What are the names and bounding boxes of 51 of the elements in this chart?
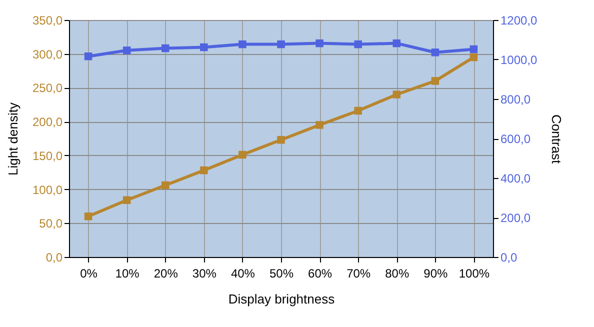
point: [392, 39, 401, 48]
point: [161, 44, 170, 52]
point: [277, 40, 285, 48]
point: [392, 90, 401, 98]
x-axis-title: Display brightness: [228, 292, 336, 306]
y2-tick-label: 0,0: [500, 250, 518, 264]
point: [431, 48, 440, 56]
y-tick-label: 200,0: [32, 115, 63, 130]
y-axis-title: Light density: [5, 102, 20, 176]
y-tick-label: 150,0: [32, 148, 63, 163]
y2-tick-label: 1200,0: [500, 14, 538, 28]
point: [354, 40, 362, 48]
point: [431, 77, 440, 85]
x-tick-label: 10%: [115, 266, 140, 280]
point: [84, 52, 92, 60]
point: [200, 43, 208, 52]
x-tick-label: 50%: [269, 266, 294, 280]
y2-tick-label: 1000,0: [500, 53, 538, 67]
y2-tick-label: 200,0: [500, 211, 531, 225]
y2-axis-title: Contrast: [549, 114, 564, 164]
x-tick-label: 0%: [80, 266, 98, 280]
point: [200, 166, 208, 174]
point: [354, 106, 362, 115]
y-tick-label: 350,0: [32, 14, 63, 28]
y-tick-label: 300,0: [32, 47, 63, 62]
x-tick-label: 100%: [458, 266, 490, 280]
y-tick-label: 100,0: [32, 182, 63, 197]
point: [277, 136, 285, 144]
y2-tick-label: 800,0: [500, 92, 531, 106]
x-tick-label: 30%: [192, 266, 217, 280]
x-tick-label: 80%: [385, 266, 410, 280]
point: [238, 40, 246, 48]
point: [238, 150, 246, 159]
point: [470, 53, 478, 62]
y2-tick-label: 600,0: [500, 132, 531, 146]
x-tick-label: 40%: [230, 266, 256, 280]
y-tick-label: 50,0: [39, 216, 63, 231]
x-tick-label: 60%: [308, 266, 332, 280]
point: [316, 39, 324, 48]
point: [161, 181, 170, 190]
y2-tick-label: 400,0: [500, 172, 531, 186]
point: [122, 196, 131, 204]
x-tick-label: 20%: [154, 266, 178, 280]
y-tick-label: 250,0: [32, 81, 63, 96]
x-tick-label: 90%: [424, 266, 448, 280]
y-tick-label: 0,0: [46, 250, 63, 264]
point: [84, 212, 92, 220]
point: [316, 121, 324, 129]
point: [470, 45, 478, 54]
x-tick-label: 70%: [346, 266, 371, 280]
point: [122, 46, 131, 54]
